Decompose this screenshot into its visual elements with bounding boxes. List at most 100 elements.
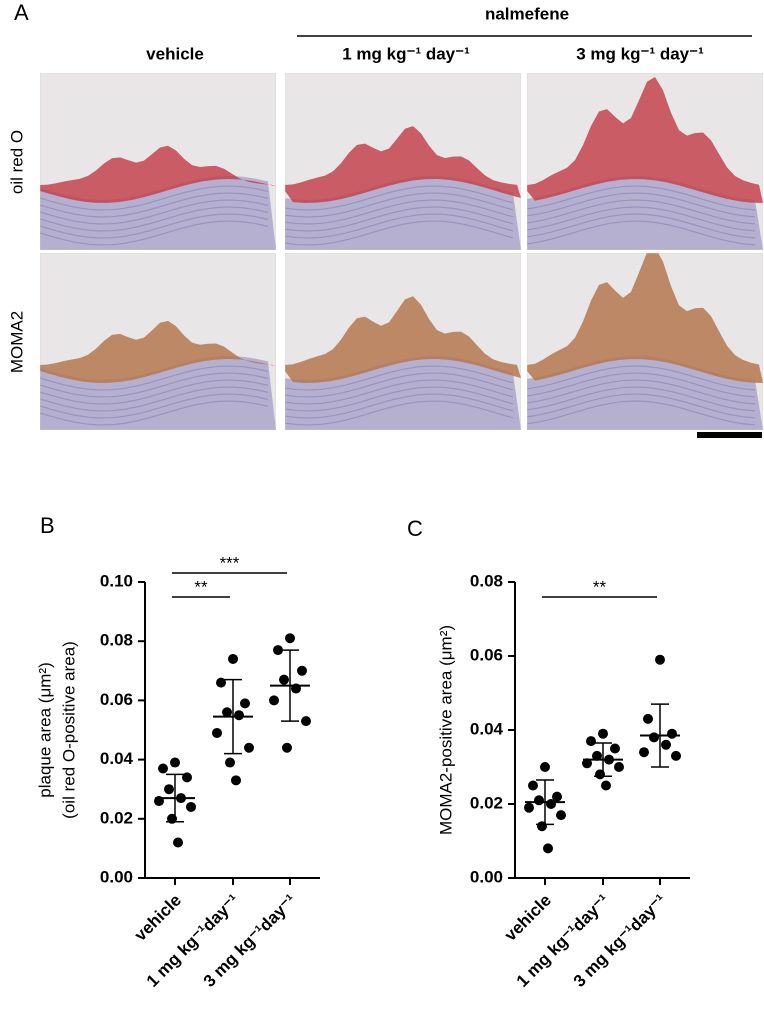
- fiber: [40, 379, 269, 405]
- data-point: [534, 795, 544, 806]
- fiber: [40, 206, 269, 232]
- error-bar: [536, 779, 554, 826]
- y-tick-label: 0.00: [100, 867, 133, 886]
- fiber: [527, 213, 756, 239]
- tissue: [40, 356, 276, 430]
- row-label: oil red O: [7, 130, 26, 194]
- plaque: [40, 145, 276, 203]
- data-point: [186, 801, 196, 812]
- data-point: [649, 732, 659, 743]
- significance-label: **: [194, 577, 208, 596]
- data-point: [543, 843, 553, 854]
- data-point: [592, 750, 602, 761]
- significance-label: ***: [220, 553, 240, 572]
- data-point: [556, 810, 566, 821]
- error-bar: [594, 742, 612, 777]
- plaque: [285, 296, 521, 383]
- column-label: 1 mg kg⁻¹ day⁻¹: [342, 44, 470, 63]
- fiber: [527, 372, 756, 398]
- fiber: [527, 185, 756, 211]
- data-point: [182, 772, 192, 783]
- tissue: [285, 176, 521, 250]
- micrographs: [40, 73, 763, 430]
- data-point: [269, 695, 279, 706]
- row-label: MOMA2: [7, 311, 26, 373]
- significance-label: **: [593, 577, 607, 596]
- micrograph: [527, 253, 763, 430]
- data-point: [170, 757, 180, 768]
- data-point: [231, 775, 241, 786]
- data-point: [614, 762, 624, 772]
- y-tick-label: 0.08: [470, 571, 503, 590]
- tissue: [285, 356, 521, 430]
- data-point: [524, 802, 534, 813]
- data-point: [671, 750, 681, 761]
- fiber: [527, 386, 756, 412]
- data-point: [667, 728, 677, 739]
- fiber: [40, 199, 269, 225]
- group-header: nalmefene: [485, 4, 569, 23]
- data-point: [598, 728, 608, 739]
- data-point: [234, 710, 244, 721]
- y-axis-label: (oil red O-positive area): [59, 641, 78, 819]
- data-point: [228, 653, 238, 664]
- data-point: [540, 762, 550, 772]
- data-point: [661, 739, 671, 750]
- fiber: [527, 379, 756, 405]
- fiber: [285, 220, 514, 246]
- fiber: [527, 400, 756, 426]
- data-point: [273, 645, 283, 656]
- fiber: [40, 365, 269, 391]
- fiber: [285, 192, 514, 218]
- fiber: [40, 400, 269, 426]
- fiber: [285, 393, 514, 419]
- micrograph: [40, 73, 276, 250]
- fiber: [285, 372, 514, 398]
- data-point: [643, 713, 653, 724]
- y-tick-label: 0.06: [100, 690, 133, 709]
- scale-bar: [697, 432, 762, 438]
- fiber: [40, 220, 269, 246]
- data-point: [301, 716, 311, 727]
- micrograph: [285, 253, 521, 430]
- plaque: [40, 320, 276, 383]
- fiber: [40, 213, 269, 239]
- y-axis-label: plaque area (μm²): [35, 662, 54, 797]
- data-point: [546, 799, 556, 809]
- tissue: [40, 176, 276, 250]
- y-tick-label: 0.00: [470, 867, 503, 886]
- fiber: [40, 192, 269, 218]
- fiber: [285, 400, 514, 426]
- fiber: [40, 393, 269, 419]
- fiber: [527, 192, 756, 218]
- fiber: [40, 372, 269, 398]
- data-point: [655, 654, 665, 665]
- y-tick-label: 0.08: [100, 631, 133, 650]
- plaque: [285, 126, 521, 203]
- y-tick-label: 0.02: [470, 793, 503, 812]
- micrograph: [285, 73, 521, 250]
- data-point: [158, 763, 168, 774]
- micrograph: [40, 253, 276, 430]
- fiber: [527, 206, 756, 232]
- fiber: [285, 199, 514, 225]
- fiber: [40, 386, 269, 412]
- y-tick-label: 0.06: [470, 645, 503, 664]
- data-point: [552, 791, 562, 802]
- micrograph: [527, 73, 763, 250]
- y-tick-label: 0.02: [100, 808, 133, 827]
- data-point: [297, 665, 307, 676]
- data-point: [164, 784, 174, 795]
- fiber: [285, 386, 514, 412]
- data-point: [244, 742, 254, 753]
- x-tick-label: vehicle: [131, 891, 185, 945]
- data-point: [285, 633, 295, 644]
- data-point: [282, 742, 292, 753]
- y-axis-label: MOMA2-positive area (μm²): [436, 625, 455, 835]
- error-bar: [224, 678, 242, 755]
- plaque: [527, 77, 763, 203]
- fiber: [527, 199, 756, 225]
- data-point: [225, 757, 235, 768]
- y-tick-label: 0.10: [100, 571, 133, 590]
